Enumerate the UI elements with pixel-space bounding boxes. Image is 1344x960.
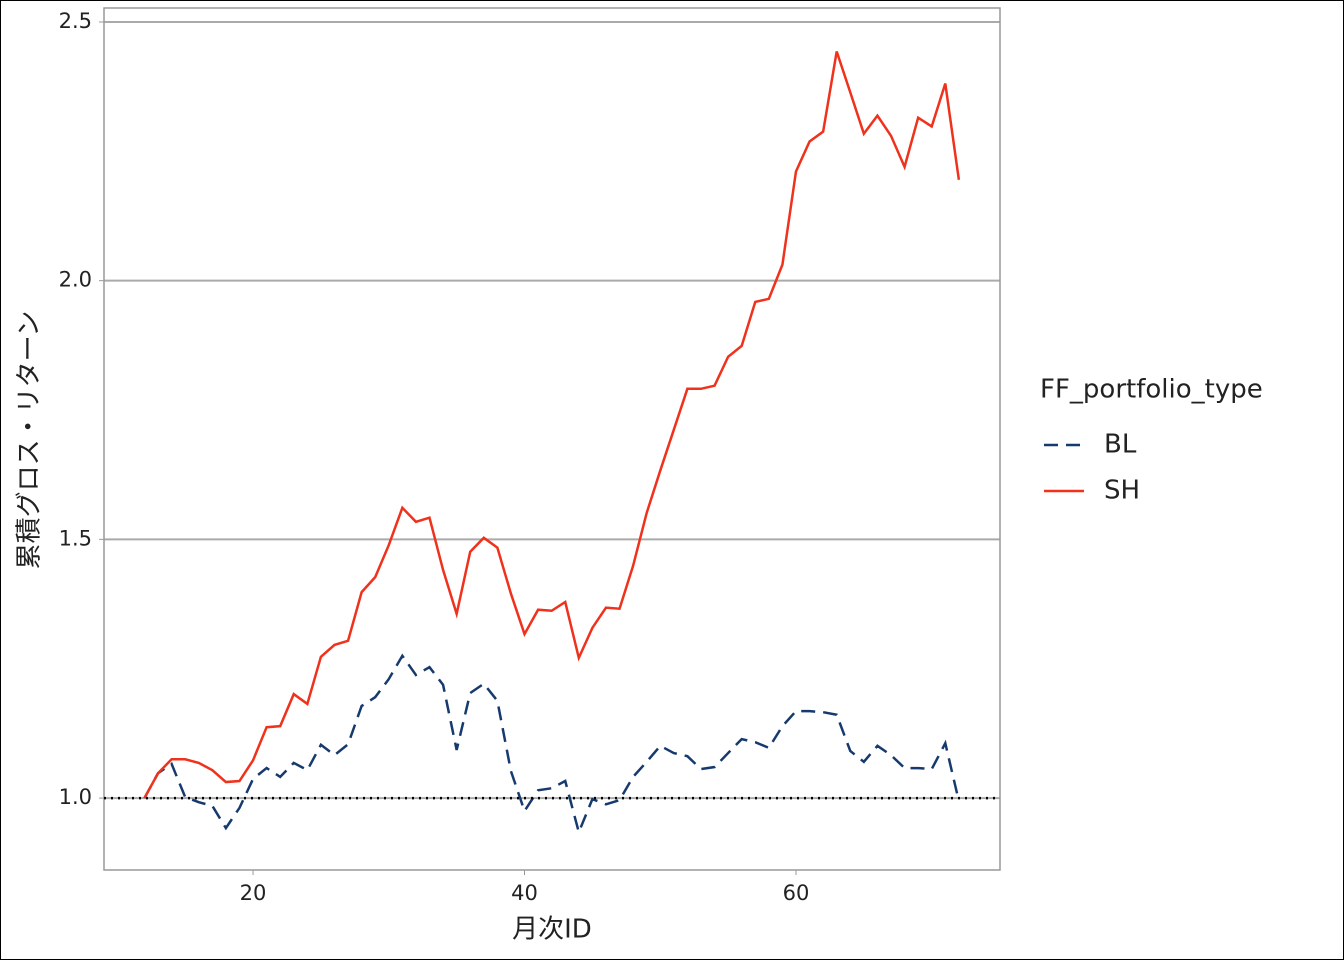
legend-label: BL <box>1104 430 1137 460</box>
x-tick-label: 40 <box>511 881 538 905</box>
y-tick-label: 2.0 <box>59 268 92 292</box>
series-line <box>143 51 961 799</box>
y-tick-label: 1.0 <box>59 785 92 809</box>
x-tick-label: 60 <box>783 881 810 905</box>
legend-title: FF_portfolio_type <box>1040 375 1263 405</box>
legend-label: SH <box>1104 476 1140 506</box>
y-tick-label: 1.5 <box>59 526 92 550</box>
series-line <box>143 653 961 837</box>
y-tick-label: 2.5 <box>59 9 92 33</box>
x-axis-title: 月次ID <box>512 915 592 945</box>
x-tick-label: 20 <box>240 881 267 905</box>
plot-border <box>103 7 1001 871</box>
y-axis-title: 累積グロス・リターン <box>15 311 45 570</box>
